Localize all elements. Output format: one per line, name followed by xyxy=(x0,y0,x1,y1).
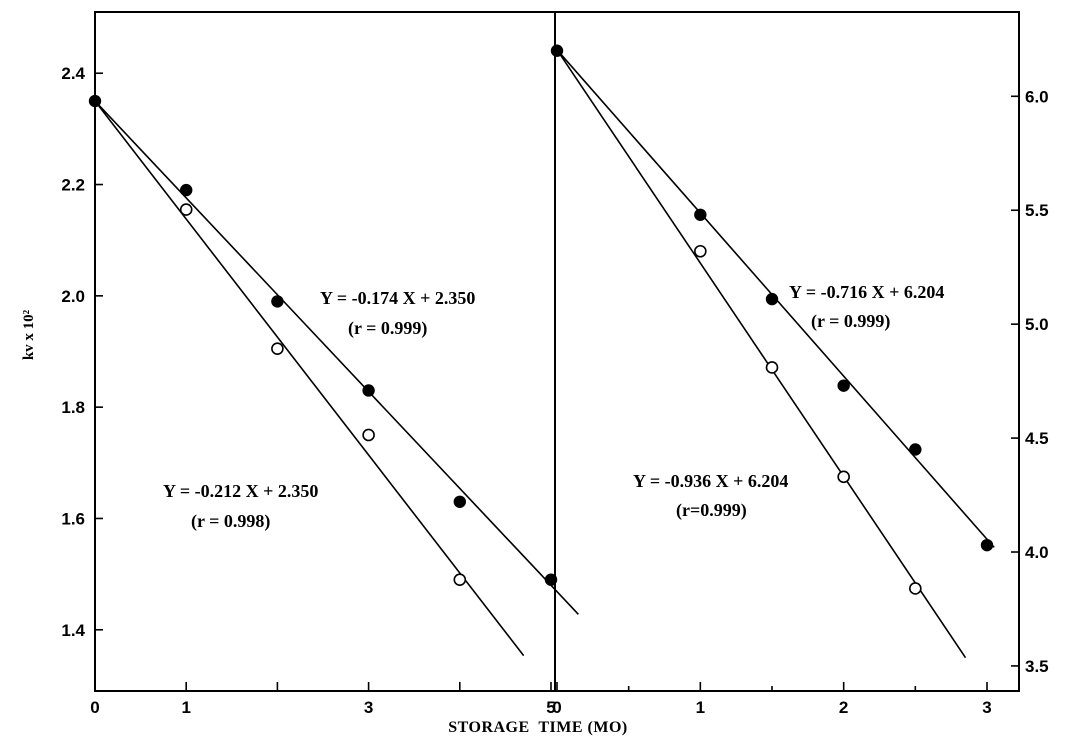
right-eq-open-line1: Y = -0.936 X + 6.204 xyxy=(633,471,788,491)
right-point-open xyxy=(694,244,707,258)
left-x-tick-label: 5 xyxy=(546,698,555,717)
right-y-tick-label: 4.0 xyxy=(1025,543,1049,562)
right-point-filled xyxy=(694,208,707,221)
left-point-filled xyxy=(179,183,193,197)
right-point-open xyxy=(765,361,779,374)
left-point-open xyxy=(271,342,284,356)
left-point-open xyxy=(362,428,375,442)
left-x-tick-label: 1 xyxy=(181,698,190,717)
right-y-tick-label: 4.5 xyxy=(1025,429,1049,448)
left-x-tick-label: 3 xyxy=(364,698,373,717)
right-eq-filled-line2: (r = 0.999) xyxy=(811,311,890,332)
right-x-tick-label: 3 xyxy=(982,698,991,717)
left-eq-filled-line2: (r = 0.999) xyxy=(348,318,427,339)
right-eq-open-line2: (r=0.999) xyxy=(676,500,747,521)
left-y-tick-label: 2.4 xyxy=(61,64,85,83)
plot-border xyxy=(94,11,1020,692)
left-point-filled xyxy=(453,495,466,508)
left-point-filled xyxy=(362,384,375,397)
right-point-filled xyxy=(550,44,564,57)
right-fit-line-open xyxy=(556,49,967,659)
right-y-tick-label: 5.0 xyxy=(1025,315,1049,334)
right-x-tick-label: 1 xyxy=(696,698,705,717)
right-y-tick-label: 5.5 xyxy=(1025,201,1049,220)
right-point-open xyxy=(837,470,850,484)
x-axis-label: STORAGE TIME (MO) xyxy=(448,719,628,736)
right-x-tick-label: 2 xyxy=(839,698,848,717)
left-fit-line-filled xyxy=(94,100,579,615)
y-axis-label: kv x 10² xyxy=(21,309,37,360)
right-panel: 3.5 4.0 4.5 5.0 5.5 6.0 0 1 2 3 xyxy=(550,44,1049,717)
left-fit-line-open xyxy=(94,100,525,657)
left-point-filled xyxy=(544,573,558,586)
right-x-tick-label: 0 xyxy=(552,698,561,717)
right-point-filled xyxy=(765,292,779,306)
left-point-open xyxy=(453,573,467,586)
right-point-open xyxy=(909,582,922,595)
left-y-tick-label: 1.8 xyxy=(61,398,85,417)
left-eq-open-line2: (r = 0.998) xyxy=(191,511,270,532)
left-point-filled xyxy=(271,295,284,308)
left-y-tick-label: 2.0 xyxy=(61,287,85,306)
right-point-filled xyxy=(980,538,994,552)
chart-frame xyxy=(94,11,1020,692)
left-x-tick-label: 0 xyxy=(90,698,99,717)
right-y-tick-label: 3.5 xyxy=(1025,657,1049,676)
left-eq-open-line1: Y = -0.212 X + 2.350 xyxy=(163,481,318,501)
left-y-tick-label: 2.2 xyxy=(61,176,85,195)
left-y-tick-label: 1.4 xyxy=(61,621,85,640)
right-y-tick-label: 6.0 xyxy=(1025,87,1049,106)
left-point-filled xyxy=(88,94,102,108)
right-eq-filled-line1: Y = -0.716 X + 6.204 xyxy=(789,282,944,302)
left-y-tick-label: 1.6 xyxy=(61,509,85,528)
right-point-filled xyxy=(909,443,922,456)
left-eq-filled-line1: Y = -0.174 X + 2.350 xyxy=(320,288,475,308)
left-point-open xyxy=(179,203,193,216)
right-point-filled xyxy=(837,379,850,392)
left-panel: 1.4 1.6 1.8 2.0 2.2 2.4 0 1 3 5 xyxy=(61,64,579,717)
